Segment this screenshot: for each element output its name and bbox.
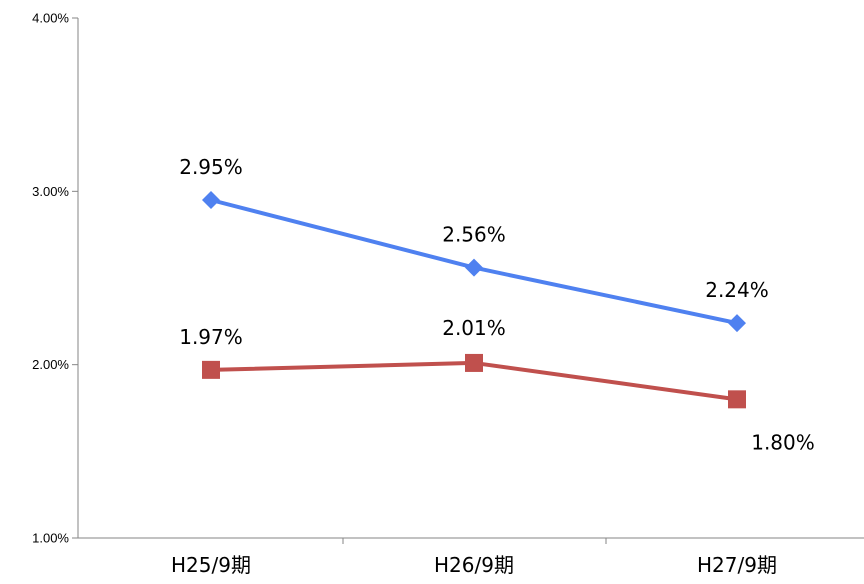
y-tick-label: 2.00% [32,357,69,372]
data-point-2 [202,360,220,379]
tick-labels: 1.00% 2.00% 3.00% 4.00% H25/9期 H26/9期 H27/9期 [32,11,777,578]
axes [72,17,864,544]
data-label-1: 2.95% [179,155,243,179]
data-label-2: 2.01% [442,316,506,340]
data-point-1 [465,258,483,277]
x-tick-label: H26/9期 [434,553,514,577]
data-label-1: 2.24% [705,278,769,302]
data-point-2 [465,353,483,372]
data-label-2: 1.97% [179,325,243,349]
y-tick-label: 3.00% [32,184,69,199]
x-tick-label: H27/9期 [697,553,777,577]
data-point-2 [728,390,746,409]
data-label-2: 1.80% [751,430,815,454]
data-label-1: 2.56% [442,223,506,247]
y-tick-label: 1.00% [32,531,69,546]
data-labels: 2.95% 2.56% 2.24% 1.97% 2.01% 1.80% [179,155,815,454]
series-layer [202,191,746,409]
y-tick-label: 4.00% [32,11,69,26]
data-point-1 [728,314,746,333]
x-tick-label: H25/9期 [171,553,251,577]
data-point-1 [202,191,220,209]
